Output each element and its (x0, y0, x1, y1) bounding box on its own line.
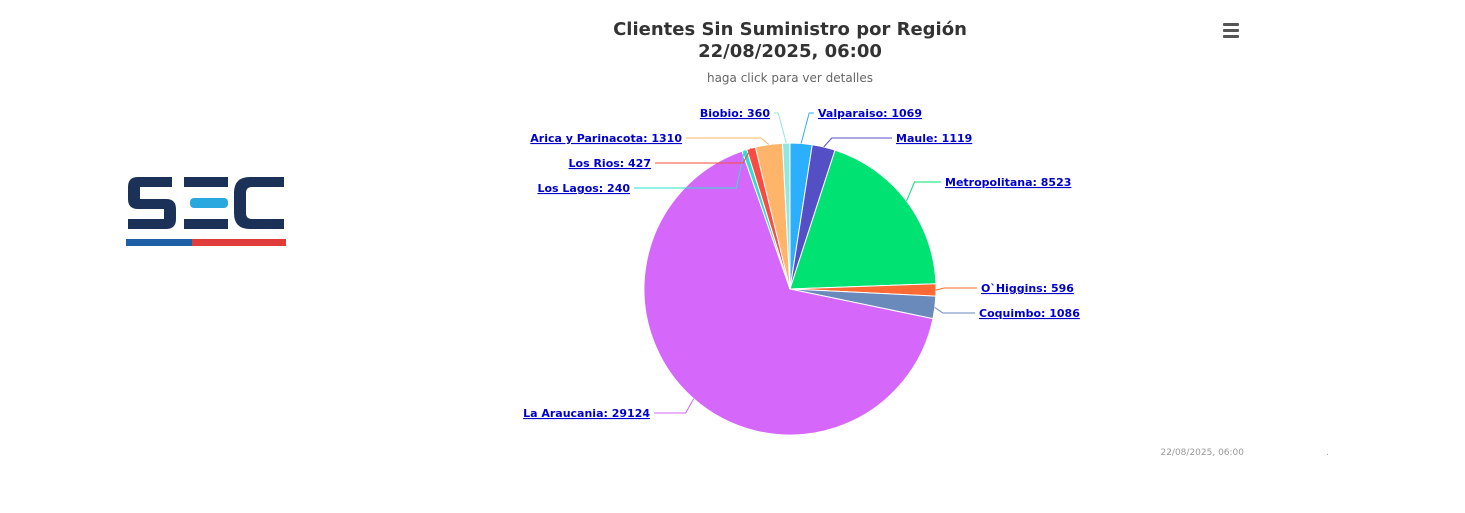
data-label-coquimbo[interactable]: Coquimbo: 1086 (979, 307, 1080, 320)
data-label-maule[interactable]: Maule: 1119 (896, 132, 972, 145)
sec-logo (126, 177, 286, 246)
connector-arica-y-parinacota (686, 137, 770, 145)
chart-subtitle: haga click para ver detalles (707, 71, 873, 85)
data-label-biobio[interactable]: Biobio: 360 (700, 107, 770, 120)
chart-credit: 22/08/2025, 06:00 (1160, 448, 1244, 458)
chart-credit-dot: . (1326, 448, 1329, 458)
hamburger-menu-icon[interactable] (1218, 18, 1244, 42)
connector-metropolitana (906, 181, 941, 202)
connector-maule (823, 137, 892, 148)
data-label-los-rios[interactable]: Los Rios: 427 (569, 157, 651, 170)
data-label-los-lagos[interactable]: Los Lagos: 240 (537, 182, 630, 195)
data-label-o-higgins[interactable]: O`Higgins: 596 (981, 282, 1074, 295)
connector-valparaiso (800, 112, 814, 144)
connector-o-higgins (935, 287, 977, 291)
connector-biobio (774, 112, 787, 144)
connector-la-araucania (654, 398, 695, 414)
connector-coquimbo (934, 307, 975, 314)
chart-title-date: 22/08/2025, 06:00 (698, 41, 882, 62)
data-label-la-araucania[interactable]: La Araucania: 29124 (523, 407, 650, 420)
data-label-metropolitana[interactable]: Metropolitana: 8523 (945, 176, 1071, 189)
data-label-valparaiso[interactable]: Valparaiso: 1069 (818, 107, 922, 120)
connector-los-rios (655, 148, 752, 164)
chart-title: Clientes Sin Suministro por Región (613, 19, 967, 40)
data-label-arica-y-parinacota[interactable]: Arica y Parinacota: 1310 (530, 132, 682, 145)
pie-slice-la-araucania[interactable] (643, 150, 934, 436)
